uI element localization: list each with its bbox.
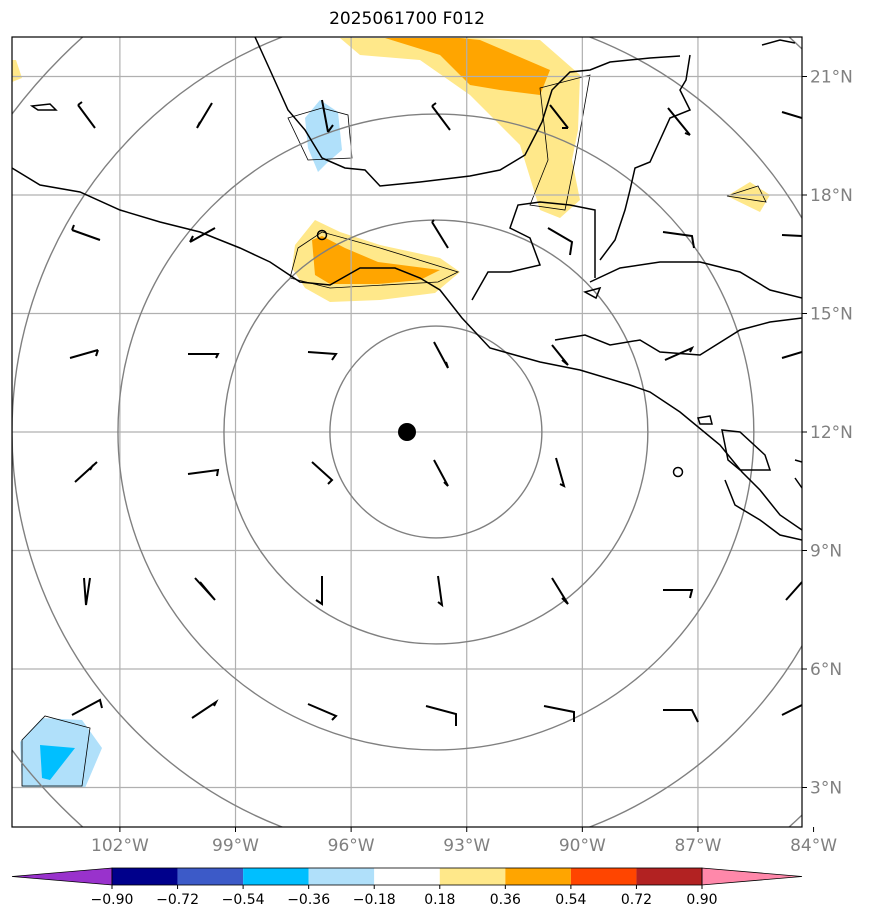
colorbar: −0.90 −0.72 −0.54 −0.36 −0.18 0.18 0.36 0.54 0.7… (11, 867, 803, 908)
lon-tick-label: 96°W (328, 836, 375, 856)
yellow-area-corner (12, 60, 22, 82)
colorbar-label: 0.72 (621, 892, 652, 908)
orange-area-gulf (312, 236, 440, 284)
island-4 (582, 286, 602, 300)
colorbar-segment (439, 868, 506, 885)
range-ring (329, 325, 543, 539)
lat-tick-label: 15°N (810, 305, 853, 325)
lon-tick-label: 84°W (790, 836, 837, 856)
small-circle-marker-1 (316, 229, 328, 241)
nicaragua-coast (721, 429, 772, 471)
colorbar-frame (111, 867, 703, 886)
map-title: 2025061700 F012 (329, 9, 485, 29)
colorbar-extend-low (11, 867, 113, 886)
colorbar-label: −0.18 (353, 892, 396, 908)
map-gridlines (12, 37, 802, 827)
colorbar-label: 0.54 (555, 892, 586, 908)
colorbar-segment (570, 868, 637, 885)
colorbar-segment (177, 868, 244, 885)
coastlines (12, 37, 802, 541)
colorbar-segment (636, 868, 702, 885)
small-circle-marker-2 (672, 466, 684, 478)
colorbar-segment (308, 868, 375, 885)
colorbar-segment (112, 868, 178, 885)
shaded-areas (12, 38, 770, 788)
central-america-interior (554, 317, 802, 356)
orange-area-north (385, 38, 550, 95)
contour-lines (21, 74, 767, 787)
colorbar-segment (243, 868, 309, 885)
yellow-area-east (727, 182, 770, 212)
costa-rica-coast (724, 479, 802, 541)
colorbar-label: −0.90 (91, 892, 134, 908)
guatemala-border (471, 201, 596, 301)
wind-barbs (69, 99, 802, 726)
lightblue-area-west (305, 100, 342, 172)
lat-tick-label: 6°N (810, 660, 842, 680)
colorbar-label: 0.90 (686, 892, 717, 908)
colorbar-segment (374, 868, 440, 885)
blue-area-sw (40, 745, 75, 780)
lon-tick-label: 99°W (212, 836, 259, 856)
colorbar-label: 0.18 (424, 892, 455, 908)
lat-tick-label: 9°N (810, 542, 842, 562)
island-1 (29, 103, 58, 111)
colorbar-label: −0.36 (287, 892, 330, 908)
range-ring (117, 113, 755, 751)
island-2 (697, 415, 713, 425)
lon-tick-label: 102°W (91, 836, 149, 856)
island-3 (761, 39, 796, 46)
lat-tick-label: 3°N (810, 779, 842, 799)
yucatan-east-coast (599, 54, 692, 261)
lat-tick-label: 18°N (810, 186, 853, 206)
east-shore (794, 459, 802, 489)
longitude-ticks: 102°W 99°W 96°W 93°W 90°W 87°W 84°W (91, 827, 837, 856)
range-ring (223, 219, 649, 645)
lat-tick-label: 21°N (810, 68, 853, 88)
honduras-coast (589, 261, 802, 299)
pacific-coast (12, 167, 802, 531)
lon-tick-label: 90°W (559, 836, 606, 856)
latitude-ticks: 3°N 6°N 9°N 12°N 15°N 18°N 21°N (802, 68, 853, 799)
lat-tick-label: 12°N (810, 423, 853, 443)
colorbar-label: −0.72 (156, 892, 199, 908)
colorbar-extend-high (701, 867, 803, 886)
storm-center-marker (398, 423, 416, 441)
colorbar-segment (505, 868, 571, 885)
lon-tick-label: 93°W (443, 836, 490, 856)
colorbar-label: 0.36 (490, 892, 521, 908)
lon-tick-label: 87°W (674, 836, 721, 856)
colorbar-label: −0.54 (222, 892, 265, 908)
gulf-coast (254, 37, 681, 187)
